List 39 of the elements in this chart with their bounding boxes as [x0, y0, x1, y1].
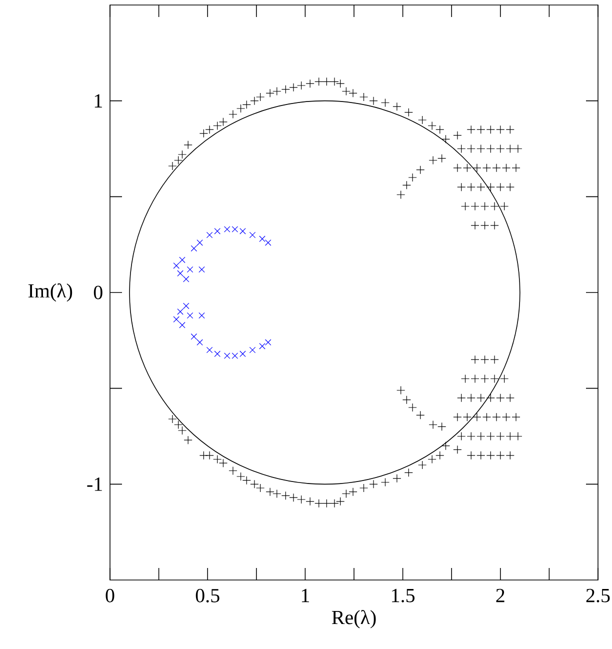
point: [206, 232, 213, 238]
point: [249, 346, 256, 354]
point: [177, 270, 184, 276]
y-tick-label: -1: [87, 478, 102, 491]
point: [196, 339, 203, 346]
y-tick-label: 0: [94, 286, 102, 300]
point: [173, 262, 180, 269]
point: [214, 228, 220, 234]
point: [173, 316, 180, 322]
x-tick-label: 0: [106, 588, 114, 602]
x-tick-label: 0.5: [196, 588, 220, 602]
point: [196, 240, 203, 246]
point: [190, 333, 198, 340]
point: [264, 240, 272, 246]
x-tick-label: 1: [302, 588, 309, 602]
point: [186, 312, 194, 319]
point: [177, 308, 184, 315]
point: [183, 276, 190, 282]
x-tick-label: 1.5: [392, 588, 415, 602]
point: [198, 266, 205, 273]
point: [179, 322, 186, 328]
point: [183, 302, 190, 310]
point: [264, 339, 272, 346]
x-tick-label: 2.5: [586, 588, 610, 602]
point: [198, 312, 205, 319]
y-axis-title: Im(λ): [28, 283, 72, 302]
point: [206, 346, 213, 354]
point: [179, 256, 186, 264]
y-tick-label: 1: [94, 94, 102, 108]
x-tick-label: 2: [496, 588, 504, 602]
point: [249, 232, 256, 238]
point: [259, 236, 266, 242]
point: [214, 350, 220, 357]
x-axis-title: Re(λ): [332, 610, 376, 628]
point: [240, 228, 246, 234]
point: [240, 350, 246, 357]
point: [186, 266, 194, 273]
point: [259, 343, 266, 350]
point: [190, 245, 198, 252]
